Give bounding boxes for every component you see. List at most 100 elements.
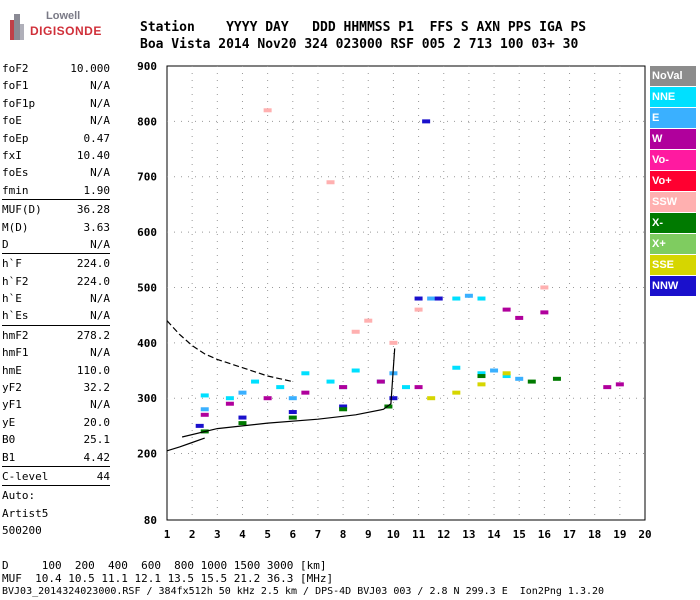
x-tick-label: 15 [513,528,526,541]
param-value: 3.63 [83,220,111,234]
data-point-e [464,293,473,298]
param-value: 20.0 [83,415,111,429]
header-keys: Station YYYY DAY DDD HHMMSS P1 FFS S AXN… [140,20,587,35]
data-point-w [376,379,385,384]
x-tick-label: 7 [315,528,322,541]
data-point-w [301,390,310,395]
data-point-e [288,396,297,401]
scaler-line: 500200 [2,524,42,538]
param-label: M(D) [2,220,29,234]
footer-muf-row: MUF 10.4 10.5 11.1 12.1 13.5 15.5 21.2 3… [2,572,334,585]
data-point-nne [477,371,486,376]
param-value: N/A [90,398,110,412]
x-tick-label: 10 [387,528,400,541]
x-tick-label: 8 [340,528,347,541]
data-point-sse [502,371,511,376]
data-point-e [427,296,436,301]
x-tick-label: 9 [365,528,372,541]
data-point-nne [477,296,486,301]
param-label: yF2 [2,381,22,395]
data-point-e [200,407,209,412]
param-value: 4.42 [83,450,111,464]
param-label: fxI [2,148,22,162]
y-tick-label: 900 [137,60,157,73]
legend-item-noval: NoVal [650,66,696,87]
divider [2,253,110,255]
x-tick-label: 19 [613,528,626,541]
digisonde-logo: Lowell DIGISONDE [8,8,128,48]
data-point-sse [427,396,436,401]
param-label: MUF(D) [2,203,42,217]
y-tick-label: 600 [137,226,157,239]
x-tick-label: 17 [563,528,576,541]
data-point-ssw [414,307,423,312]
x-tick-label: 4 [239,528,246,541]
x-tick-label: 11 [412,528,426,541]
param-value: 44 [96,469,110,483]
x-tick-label: 20 [638,528,651,541]
param-row-foep: foEp 0.47 [2,130,110,147]
param-row-d: D N/A [2,236,110,253]
param-row-hme: hmE 110.0 [2,362,110,379]
legend-item-nne: NNE [650,86,696,108]
param-row-yf2: yF2 32.2 [2,379,110,396]
data-point-x [527,379,536,384]
data-point-sse [452,390,461,395]
data-point-nnw [389,396,398,401]
param-label: foF1p [2,96,36,110]
param-value: N/A [90,114,110,128]
divider [2,465,110,467]
param-label: B1 [2,450,16,464]
data-point-nne [502,374,511,379]
legend-item-ssw: SSW [650,191,696,213]
param-row-b0: B0 25.1 [2,431,110,448]
data-point-ssw [326,180,335,185]
param-label: hmF2 [2,328,29,342]
data-point-ssw [364,318,373,323]
header-values: Boa Vista 2014 Nov20 324 023000 RSF 005 … [140,37,579,52]
data-point-nne [301,371,310,376]
param-value: 10.000 [70,62,110,75]
x-tick-label: 3 [214,528,221,541]
x-tick-label: 16 [538,528,552,541]
legend-item-x: X- [650,212,696,234]
divider [2,485,110,487]
y-tick-label: 300 [137,392,157,405]
param-row-fxi: fxI 10.40 [2,147,110,164]
param-row-fof1: foF1 N/A [2,77,110,94]
param-label: B0 [2,433,16,447]
legend-item-x: X+ [650,233,696,255]
param-value: 224.0 [76,257,110,271]
x-tick-label: 18 [588,528,601,541]
param-label: h`Es [2,309,29,323]
param-row-he: h`E N/A [2,290,110,307]
param-label: h`F [2,257,22,271]
data-point-w [515,315,524,320]
param-value: N/A [90,96,110,110]
data-point-nne [326,379,335,384]
param-value: N/A [90,346,110,360]
param-label: fmin [2,183,29,197]
param-row-hf: h`F 224.0 [2,255,110,272]
param-row-clevel: C-level 44 [2,468,110,485]
data-point-x [339,407,348,412]
param-label: yF1 [2,398,22,412]
param-row-fof1p: foF1p N/A [2,95,110,112]
data-point-nne [225,396,234,401]
param-label: h`E [2,292,22,306]
legend-item-nnw: NNW [650,275,696,297]
divider [2,199,110,201]
param-value: 278.2 [76,328,110,342]
y-tick-label: 800 [137,115,157,128]
data-point-nnw [288,410,297,415]
x-tick-label: 1 [164,528,171,541]
param-row-hes: h`Es N/A [2,307,110,324]
param-label: foEs [2,166,29,180]
footer-distance-row: D 100 200 400 600 800 1000 1500 3000 [km… [2,559,327,572]
param-label: C-level [2,469,49,483]
data-point-w [502,307,511,312]
data-point-ssw [540,285,549,290]
data-point-x [384,404,393,409]
data-point-nnw [422,119,431,124]
data-point-nne [200,393,209,398]
